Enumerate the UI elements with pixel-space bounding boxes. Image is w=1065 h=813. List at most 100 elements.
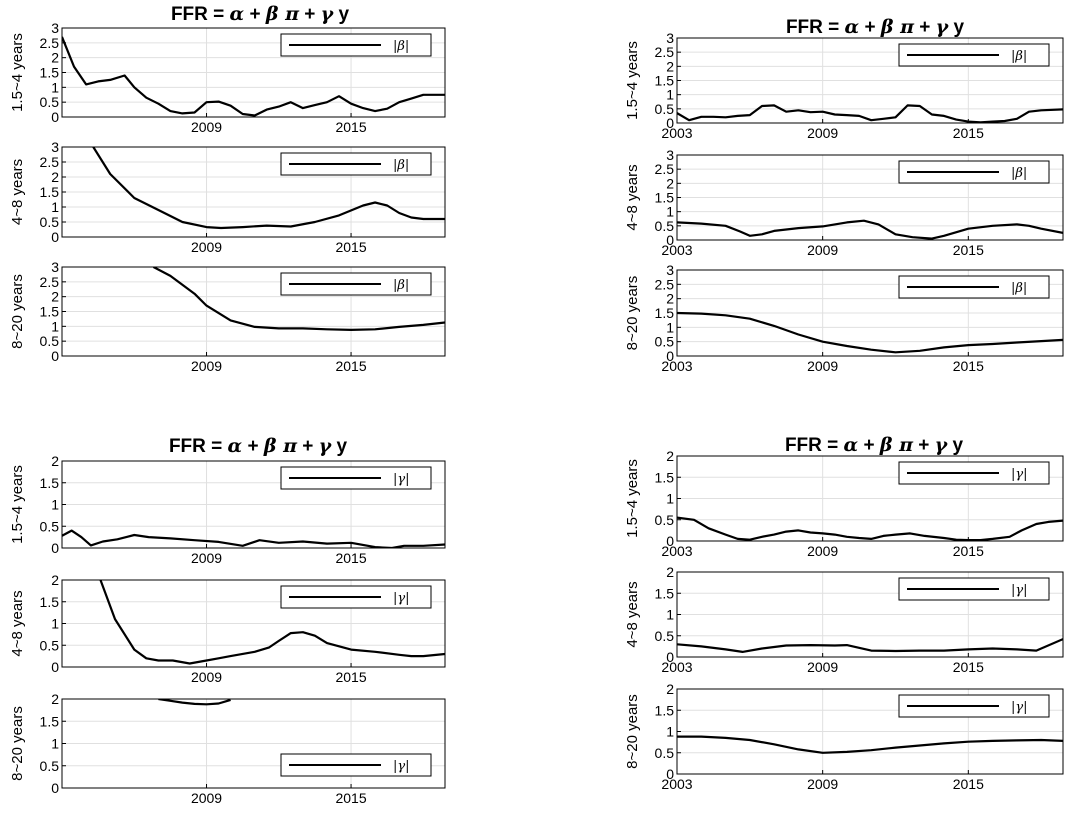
y-tick-label: 2 — [51, 289, 59, 305]
subplot-3-2: 0 0.5 1 1.5 2 2003 2009 2015 8~20 years |γ| — [624, 681, 1064, 792]
y-axis-label: 1.5~4 years — [9, 465, 26, 544]
y-tick-label: 2 — [51, 572, 59, 588]
title-part-pi: π — [893, 16, 915, 38]
title-part-plus2: + — [297, 436, 319, 457]
title-part-plus1: + — [859, 17, 881, 38]
y-tick-label: 1.5 — [40, 475, 60, 491]
title-part-lhs: FFR = — [171, 4, 230, 25]
title-part-plus1: + — [858, 435, 880, 456]
legend: |β| — [898, 160, 1050, 184]
panel-3: FFR = α + β π + γ y 0 0.5 1 1.5 2 2003 2009 2015… — [624, 434, 1064, 792]
y-tick-label: 1 — [666, 87, 674, 103]
series-line — [677, 219, 1063, 240]
y-tick-label: 0.5 — [40, 518, 60, 534]
title-part-gamma: γ — [936, 16, 950, 38]
y-tick-label: 1 — [666, 607, 674, 623]
legend: |β| — [280, 152, 432, 176]
y-tick-label: 1.5 — [655, 190, 675, 206]
y-tick-label: 1 — [51, 497, 59, 513]
x-tick-label: 2009 — [807, 543, 838, 559]
series-line — [152, 267, 445, 331]
y-axis-label: 1.5~4 years — [624, 41, 641, 120]
legend: |β| — [280, 272, 432, 296]
legend-label: |β| — [1011, 281, 1027, 296]
y-tick-label: 1 — [51, 736, 59, 752]
y-tick-label: 2.5 — [655, 276, 675, 292]
legend: |β| — [898, 275, 1050, 299]
y-axis-label: 8~20 years — [624, 276, 641, 351]
title-part-gamma: γ — [319, 435, 333, 457]
y-tick-label: 1.5 — [655, 469, 675, 485]
x-tick-label: 2015 — [953, 543, 984, 559]
y-tick-label: 0 — [51, 780, 59, 796]
y-tick-label: 2 — [666, 681, 674, 697]
x-tick-label: 2009 — [191, 239, 222, 255]
x-tick-label: 2009 — [807, 659, 838, 675]
legend: |γ| — [280, 585, 432, 609]
legend-label: |β| — [393, 158, 409, 173]
x-tick-label: 2003 — [661, 543, 692, 559]
title-part-coef: β — [880, 16, 894, 38]
legend: |γ| — [898, 461, 1050, 485]
y-tick-label: 2.5 — [655, 44, 675, 60]
y-tick-label: 3 — [51, 139, 59, 155]
y-tick-label: 1 — [51, 616, 59, 632]
legend-label: |β| — [1011, 166, 1027, 181]
legend: |γ| — [898, 694, 1050, 718]
title-part-alpha: α — [845, 16, 860, 38]
subplot-2-2: 0 0.5 1 1.5 2 2009 2015 8~20 years |γ| — [9, 691, 446, 806]
y-tick-label: 0.5 — [40, 333, 60, 349]
y-tick-label: 0 — [51, 229, 59, 245]
title-part-pi: π — [892, 434, 914, 456]
x-tick-label: 2015 — [953, 242, 984, 258]
legend-label: |β| — [393, 39, 409, 54]
y-tick-label: 1 — [51, 199, 59, 215]
y-tick-label: 3 — [51, 259, 59, 275]
y-axis-label: 4~8 years — [624, 164, 641, 230]
y-tick-label: 1.5 — [655, 702, 675, 718]
y-tick-label: 2.5 — [40, 35, 60, 51]
legend-label: |γ| — [1011, 583, 1028, 598]
subplot-2-1: 0 0.5 1 1.5 2 2009 2015 4~8 years |γ| — [9, 572, 446, 685]
title-part-lhs: FFR = — [785, 435, 844, 456]
title-part-lhs: FFR = — [169, 436, 228, 457]
x-tick-label: 2003 — [661, 242, 692, 258]
y-tick-label: 0.5 — [40, 214, 60, 230]
legend: |γ| — [280, 753, 432, 777]
y-tick-label: 3 — [666, 147, 674, 163]
legend-label: |γ| — [1011, 467, 1028, 482]
y-axis-label: 8~20 years — [9, 274, 26, 349]
title-part-y: y — [333, 4, 349, 25]
y-tick-label: 0 — [666, 348, 674, 364]
panel-2: FFR = α + β π + γ y 0 0.5 1 1.5 2 2009 2015 1.5~… — [9, 435, 446, 806]
y-tick-label: 0 — [51, 348, 59, 364]
x-tick-label: 2015 — [335, 119, 366, 135]
series-line — [62, 529, 445, 548]
title-part-y: y — [331, 436, 347, 457]
series-line — [62, 36, 445, 117]
y-tick-label: 2 — [666, 291, 674, 307]
y-tick-label: 1 — [666, 204, 674, 220]
y-tick-label: 1.5 — [40, 304, 60, 320]
title-part-alpha: α — [228, 435, 243, 457]
subplot-1-1: 00.511.522.53 2003 2009 2015 4~8 years |β| — [624, 147, 1064, 258]
y-tick-label: 1.5 — [40, 184, 60, 200]
y-tick-label: 0 — [666, 232, 674, 248]
legend-label: |β| — [1011, 49, 1027, 64]
x-tick-label: 2015 — [335, 790, 366, 806]
title-part-alpha: α — [230, 3, 245, 25]
y-tick-label: 2 — [666, 564, 674, 580]
title-part-y: y — [948, 17, 964, 38]
y-tick-label: 2 — [51, 691, 59, 707]
y-tick-label: 0.5 — [655, 512, 675, 528]
y-tick-label: 0 — [51, 659, 59, 675]
title-part-pi: π — [276, 435, 298, 457]
legend: |γ| — [898, 577, 1050, 601]
y-tick-label: 0 — [666, 766, 674, 782]
y-tick-label: 0.5 — [40, 94, 60, 110]
series-line — [158, 699, 231, 706]
y-tick-label: 1 — [51, 318, 59, 334]
y-tick-label: 1 — [666, 319, 674, 335]
